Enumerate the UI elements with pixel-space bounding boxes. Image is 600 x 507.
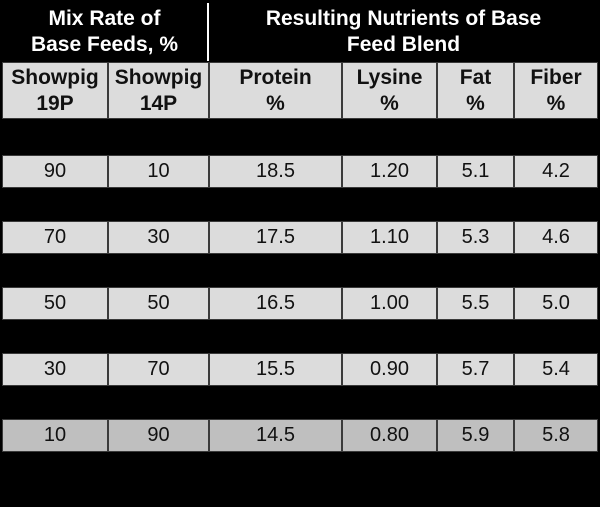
table-cell: 70 xyxy=(2,221,108,254)
column-header-label: 14P xyxy=(139,91,178,115)
table-cell: 5.7 xyxy=(437,353,514,386)
group-header-mix-rate: Mix Rate of Base Feeds, % xyxy=(2,0,207,62)
table-cell: 5.4 xyxy=(514,353,598,386)
group-header-mix-rate-line2: Base Feeds, % xyxy=(30,33,179,56)
table-cell: 5.0 xyxy=(514,287,598,320)
table-cell: 5.1 xyxy=(437,155,514,188)
column-header-showpig-14p: Showpig 14P xyxy=(108,62,209,119)
table-cell: 1.00 xyxy=(342,287,437,320)
table-cell: 4.6 xyxy=(514,221,598,254)
group-header-nutrients-line2: Feed Blend xyxy=(346,33,461,56)
table-cell: 4.2 xyxy=(514,155,598,188)
table-cell: 1.20 xyxy=(342,155,437,188)
table-cell: 50 xyxy=(108,287,209,320)
column-header-label: % xyxy=(546,91,566,115)
table-cell: 30 xyxy=(108,221,209,254)
table-cell: 14.5 xyxy=(209,419,342,452)
table-cell: 15.5 xyxy=(209,353,342,386)
table-cell: 5.8 xyxy=(514,419,598,452)
table-row: 30 70 15.5 0.90 5.7 5.4 xyxy=(2,353,598,386)
table-cell: 0.90 xyxy=(342,353,437,386)
table-cell: 50 xyxy=(2,287,108,320)
group-header-nutrients: Resulting Nutrients of Base Feed Blend xyxy=(209,0,598,62)
table-cell: 10 xyxy=(2,419,108,452)
column-header-fat: Fat % xyxy=(437,62,514,119)
table-cell: 30 xyxy=(2,353,108,386)
group-header-mix-rate-line1: Mix Rate of xyxy=(48,7,161,30)
column-header-label: Fat xyxy=(459,65,492,89)
group-header-nutrients-line1: Resulting Nutrients of Base xyxy=(265,7,542,30)
table-cell: 90 xyxy=(2,155,108,188)
table-cell: 0.80 xyxy=(342,419,437,452)
column-header-label: Showpig xyxy=(11,65,99,89)
column-header-fiber: Fiber % xyxy=(514,62,598,119)
table-cell: 5.9 xyxy=(437,419,514,452)
table-row: 10 90 14.5 0.80 5.9 5.8 xyxy=(2,419,598,452)
table-cell: 5.3 xyxy=(437,221,514,254)
table-cell: 10 xyxy=(108,155,209,188)
column-header-label: Protein xyxy=(239,65,312,89)
table-cell: 18.5 xyxy=(209,155,342,188)
table-cell: 5.5 xyxy=(437,287,514,320)
table-cell: 70 xyxy=(108,353,209,386)
column-header-label: % xyxy=(380,91,399,115)
column-header-protein: Protein % xyxy=(209,62,342,119)
table-cell: 90 xyxy=(108,419,209,452)
table-cell: 1.10 xyxy=(342,221,437,254)
column-header-label: Showpig xyxy=(114,65,203,89)
table-row: 90 10 18.5 1.20 5.1 4.2 xyxy=(2,155,598,188)
table-row: 70 30 17.5 1.10 5.3 4.6 xyxy=(2,221,598,254)
column-header-label: % xyxy=(266,91,285,115)
table-row: 50 50 16.5 1.00 5.5 5.0 xyxy=(2,287,598,320)
column-header-label: Lysine xyxy=(356,65,423,89)
column-header-showpig-19p: Showpig 19P xyxy=(2,62,108,119)
column-header-row: Showpig 19P Showpig 14P Protein % Lysine… xyxy=(2,62,598,119)
column-header-label: 19P xyxy=(36,91,74,115)
table-cell: 16.5 xyxy=(209,287,342,320)
table-cell: 17.5 xyxy=(209,221,342,254)
header-divider xyxy=(207,3,209,61)
group-header-row: Mix Rate of Base Feeds, % Resulting Nutr… xyxy=(2,0,598,62)
column-header-label: Fiber xyxy=(530,65,582,89)
column-header-label: % xyxy=(466,91,485,115)
column-header-lysine: Lysine % xyxy=(342,62,437,119)
